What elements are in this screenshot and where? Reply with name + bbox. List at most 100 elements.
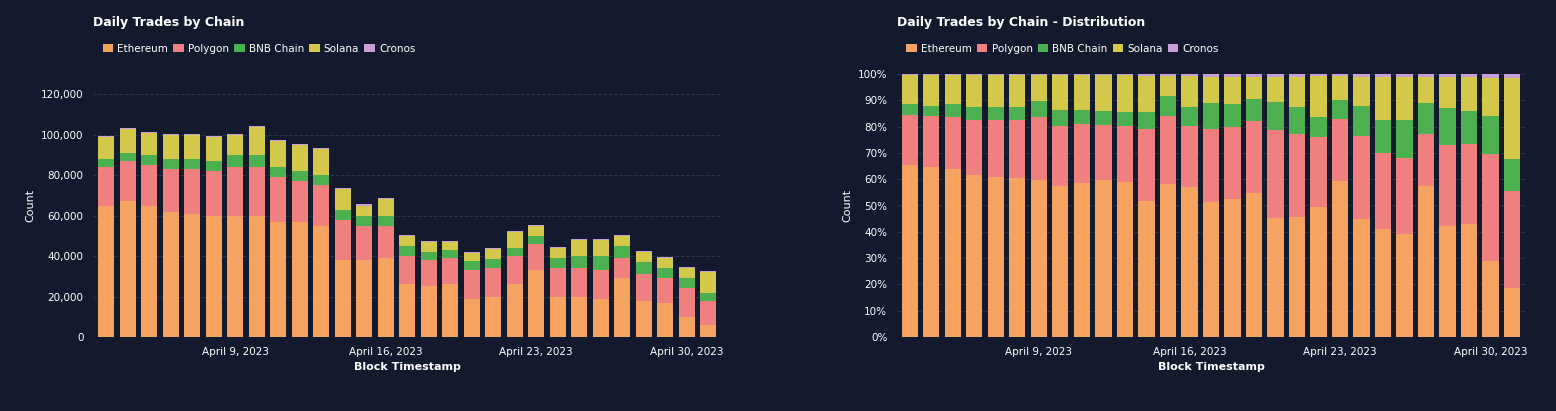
Bar [1461, 77, 1477, 111]
Bar [485, 248, 501, 249]
Bar [485, 297, 501, 337]
Bar [507, 256, 523, 284]
Bar [527, 226, 545, 236]
Bar [1354, 136, 1369, 219]
Bar [98, 136, 114, 137]
Bar [944, 75, 962, 104]
Bar [1010, 75, 1025, 107]
Bar [1396, 158, 1413, 234]
Bar [1010, 107, 1025, 120]
X-axis label: Block Timestamp: Block Timestamp [353, 363, 461, 372]
Bar [1376, 229, 1391, 337]
Bar [335, 188, 350, 189]
Bar [1354, 106, 1369, 136]
Bar [120, 127, 135, 129]
Bar [700, 271, 716, 272]
Bar [291, 145, 308, 171]
Bar [1268, 74, 1284, 77]
Bar [271, 177, 286, 222]
Bar [1181, 187, 1198, 337]
Bar [1203, 74, 1218, 76]
Bar [571, 239, 587, 240]
Bar [1139, 129, 1155, 201]
Bar [442, 250, 459, 258]
Bar [227, 167, 243, 216]
Bar [356, 206, 372, 216]
Bar [1461, 111, 1477, 144]
Bar [1074, 75, 1091, 111]
Bar [1483, 78, 1498, 116]
Bar [1461, 74, 1477, 77]
Bar [966, 74, 982, 75]
Bar [549, 268, 566, 297]
Bar [923, 116, 940, 167]
Bar [657, 268, 674, 278]
Bar [227, 155, 243, 167]
Bar [944, 104, 962, 117]
Bar [420, 242, 437, 252]
Bar [678, 278, 696, 289]
Bar [615, 236, 630, 246]
Bar [700, 325, 716, 337]
Bar [1246, 74, 1262, 77]
Bar [163, 135, 179, 159]
Bar [549, 248, 566, 258]
Bar [988, 75, 1004, 107]
Bar [313, 175, 330, 185]
Bar [1117, 126, 1133, 182]
Bar [1332, 76, 1347, 100]
Bar [163, 134, 179, 135]
Bar [1288, 107, 1305, 134]
Bar [98, 159, 114, 167]
Bar [678, 267, 696, 268]
Bar [1439, 145, 1455, 226]
Bar [1483, 116, 1498, 154]
Bar [1117, 75, 1133, 112]
Bar [1310, 76, 1327, 117]
Bar [1483, 154, 1498, 261]
Bar [1095, 180, 1111, 337]
Bar [442, 258, 459, 284]
Bar [142, 206, 157, 337]
Bar [249, 167, 265, 216]
Bar [205, 136, 223, 137]
Bar [442, 241, 459, 242]
Bar [944, 117, 962, 169]
Bar [1439, 77, 1455, 108]
Bar [1310, 74, 1327, 76]
Bar [335, 189, 350, 210]
Y-axis label: Count: Count [25, 189, 36, 222]
Bar [420, 260, 437, 286]
Bar [335, 260, 350, 337]
Bar [1418, 134, 1435, 186]
Bar [163, 169, 179, 212]
Bar [636, 274, 652, 300]
Bar [184, 214, 201, 337]
Bar [527, 244, 545, 270]
Bar [1268, 77, 1284, 102]
Bar [636, 252, 652, 262]
Bar [1159, 96, 1176, 116]
Bar [1396, 74, 1413, 77]
Bar [400, 246, 415, 256]
Bar [1074, 74, 1091, 75]
Bar [678, 317, 696, 337]
Bar [944, 74, 962, 75]
Bar [356, 226, 372, 260]
Bar [1032, 75, 1047, 102]
Bar [657, 257, 674, 258]
Bar [966, 107, 982, 120]
Bar [1139, 74, 1155, 76]
Bar [442, 284, 459, 337]
Bar [184, 135, 201, 159]
Bar [636, 300, 652, 337]
Bar [1376, 77, 1391, 120]
Bar [163, 159, 179, 169]
Bar [1052, 186, 1069, 337]
Bar [1052, 74, 1069, 75]
Bar [593, 239, 608, 240]
Bar [1288, 74, 1305, 77]
Bar [420, 252, 437, 260]
Bar [1181, 126, 1198, 187]
Bar [184, 159, 201, 169]
